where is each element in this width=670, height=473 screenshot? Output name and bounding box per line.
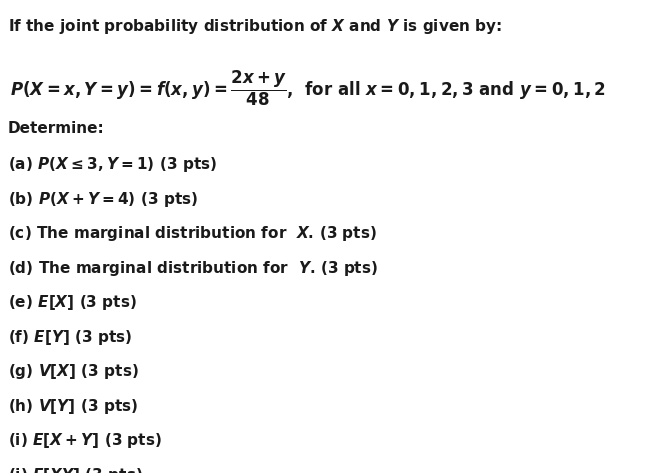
Text: $P(X = x, Y = y) = f(x, y) = \dfrac{2x + y}{48}$,  for all $x = 0, 1, 2, 3$ and : $P(X = x, Y = y) = f(x, y) = \dfrac{2x +… (10, 69, 606, 108)
Text: (i) $E[X + Y]$ (3 pts): (i) $E[X + Y]$ (3 pts) (8, 431, 162, 450)
Text: If the joint probability distribution of $X$ and $Y$ is given by:: If the joint probability distribution of… (8, 17, 502, 35)
Text: (j) $E[XY]$ (3 pts): (j) $E[XY]$ (3 pts) (8, 466, 143, 473)
Text: (e) $E[X]$ (3 pts): (e) $E[X]$ (3 pts) (8, 293, 137, 312)
Text: (b) $P(X + Y = 4)$ (3 pts): (b) $P(X + Y = 4)$ (3 pts) (8, 190, 198, 209)
Text: (h) $V[Y]$ (3 pts): (h) $V[Y]$ (3 pts) (8, 397, 138, 416)
Text: Determine:: Determine: (8, 121, 105, 136)
Text: (a) $P(X \leq 3, Y = 1)$ (3 pts): (a) $P(X \leq 3, Y = 1)$ (3 pts) (8, 155, 217, 174)
Text: (f) $E[Y]$ (3 pts): (f) $E[Y]$ (3 pts) (8, 328, 133, 347)
Text: (c) The marginal distribution for  $X$. (3 pts): (c) The marginal distribution for $X$. (… (8, 224, 377, 243)
Text: (g) $V[X]$ (3 pts): (g) $V[X]$ (3 pts) (8, 362, 139, 381)
Text: (d) The marginal distribution for  $Y$. (3 pts): (d) The marginal distribution for $Y$. (… (8, 259, 378, 278)
